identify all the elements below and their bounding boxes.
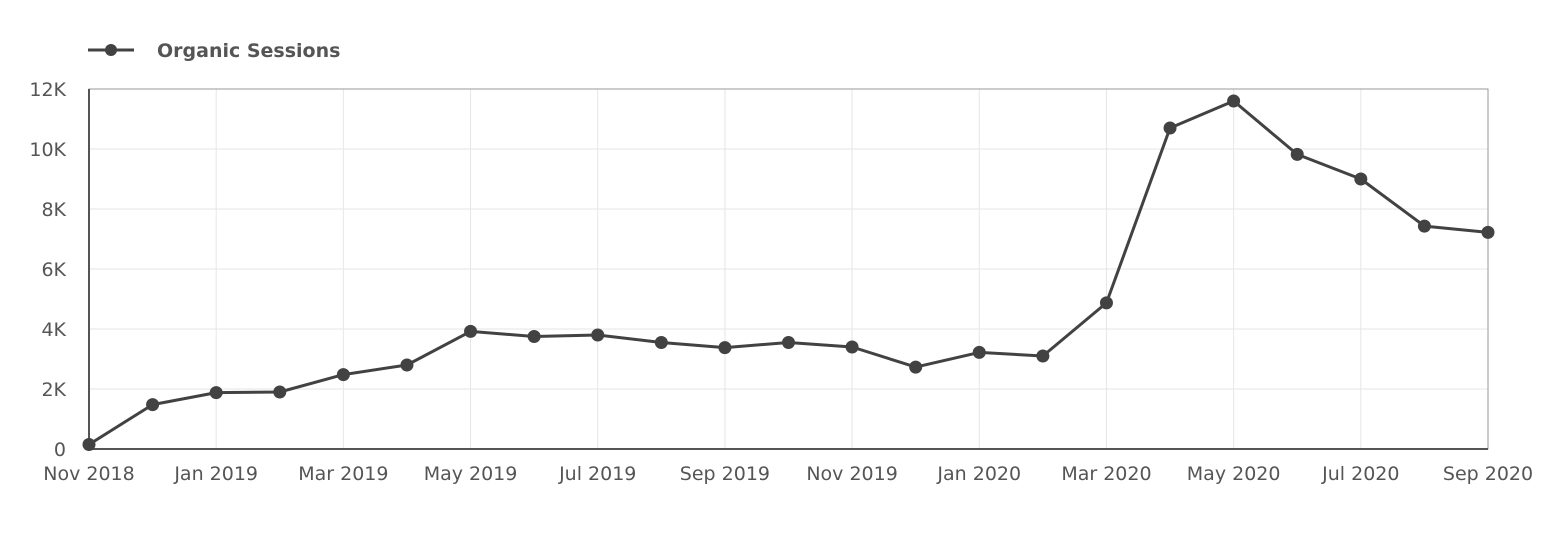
x-tick-label: Jul 2020 (1321, 463, 1399, 485)
series-line (88, 99, 1489, 446)
y-tick-label: 0 (54, 439, 66, 461)
grid-lines (89, 88, 1488, 449)
x-tick-label: May 2020 (1187, 463, 1281, 485)
x-tick-label: Jan 2020 (936, 463, 1021, 485)
legend[interactable]: Organic Sessions (88, 40, 340, 62)
data-point[interactable] (845, 340, 859, 354)
x-tick-label: Sep 2020 (1443, 463, 1533, 485)
y-tick-label: 12K (29, 79, 66, 101)
data-point[interactable] (82, 438, 96, 451)
data-point[interactable] (527, 330, 541, 343)
data-point[interactable] (1227, 94, 1241, 108)
data-point[interactable] (1036, 349, 1050, 363)
x-tick-label: Jan 2019 (173, 463, 258, 485)
data-point[interactable] (1099, 296, 1113, 310)
legend-dot-marker (105, 44, 117, 56)
x-tick-label: Sep 2019 (680, 463, 770, 485)
axes (88, 89, 1488, 450)
data-point[interactable] (146, 398, 160, 412)
data-point[interactable] (909, 360, 923, 374)
x-tick-label: Jul 2019 (558, 463, 636, 485)
series-organic-sessions (82, 94, 1495, 451)
data-point[interactable] (1354, 172, 1368, 186)
y-tick-label: 10K (29, 139, 66, 161)
x-tick-label: Nov 2018 (43, 463, 134, 485)
y-axis-tick-labels: 0 2K 4K 6K 8K 10K 12K (29, 79, 66, 461)
x-tick-label: Nov 2019 (806, 463, 897, 485)
data-point[interactable] (400, 358, 414, 372)
data-point[interactable] (464, 324, 478, 338)
y-tick-label: 6K (41, 259, 66, 281)
data-point[interactable] (1417, 219, 1431, 233)
data-point[interactable] (591, 328, 605, 342)
data-point[interactable] (1290, 147, 1304, 161)
data-point[interactable] (972, 345, 986, 359)
x-tick-label: Mar 2020 (1061, 463, 1151, 485)
data-point[interactable] (718, 341, 732, 355)
legend-label: Organic Sessions (157, 40, 340, 62)
data-point[interactable] (1163, 121, 1177, 135)
y-tick-label: 2K (41, 379, 66, 401)
data-point[interactable] (209, 386, 223, 400)
x-tick-label: May 2019 (424, 463, 518, 485)
data-point[interactable] (273, 385, 287, 399)
y-tick-label: 8K (41, 199, 66, 221)
y-tick-label: 4K (41, 319, 66, 341)
x-tick-label: Mar 2019 (298, 463, 388, 485)
data-point[interactable] (336, 368, 350, 382)
data-point[interactable] (782, 336, 795, 349)
data-point[interactable] (1481, 225, 1495, 239)
x-axis-tick-labels: Nov 2018 Jan 2019 Mar 2019 May 2019 Jul 2019… (43, 463, 1533, 485)
data-point[interactable] (654, 336, 668, 349)
